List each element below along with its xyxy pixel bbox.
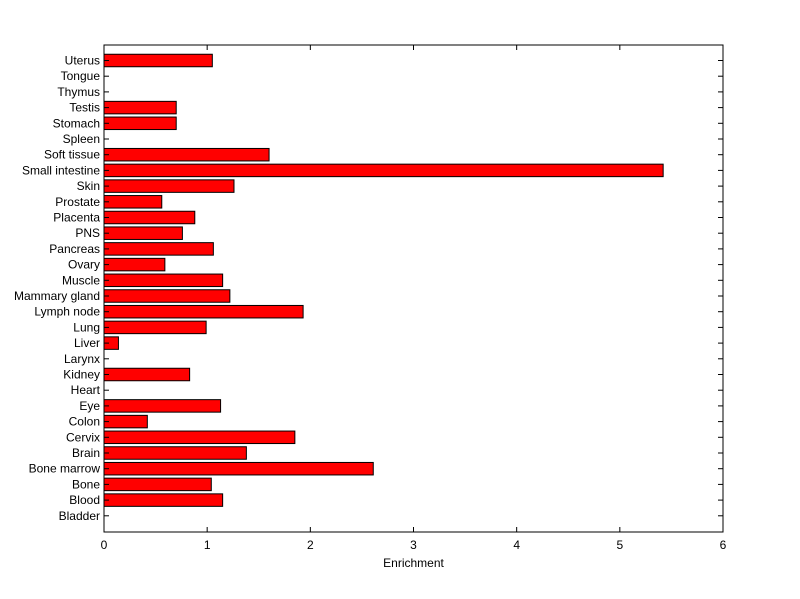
y-tick-label: Brain — [72, 446, 100, 460]
x-tick-label: 4 — [513, 538, 520, 552]
y-tick-label: Pancreas — [49, 242, 100, 256]
x-tick-label: 2 — [307, 538, 314, 552]
bar-pns — [103, 226, 183, 240]
x-tick-label: 0 — [101, 538, 108, 552]
bar-brain — [103, 446, 247, 460]
bar-kidney — [103, 367, 191, 382]
bar-prostate — [103, 195, 163, 209]
y-tick-label: Prostate — [55, 195, 100, 209]
bar-colon — [103, 414, 148, 429]
x-tick-label: 6 — [720, 538, 727, 552]
y-tick-label: Soft tissue — [44, 148, 100, 162]
y-tick-label: Tongue — [61, 69, 101, 83]
y-tick-label: PNS — [75, 226, 100, 240]
y-tick-label: Heart — [71, 383, 101, 397]
y-tick-label: Placenta — [53, 211, 100, 225]
bar-stomach — [103, 116, 177, 131]
x-tick-label: 1 — [204, 538, 211, 552]
bar-lymph-node — [103, 304, 304, 319]
x-tick-group: 0 1 2 3 4 5 6 — [101, 45, 727, 552]
y-tick-label: Blood — [69, 493, 100, 507]
plot-area — [103, 44, 724, 533]
bar-skin — [103, 179, 235, 193]
bar-lung — [103, 320, 207, 335]
bars-group — [103, 53, 664, 507]
y-tick-label: Bone — [72, 477, 100, 491]
bar-cervix — [103, 430, 296, 445]
bar-pancreas — [103, 242, 214, 256]
y-tick-label: Uterus — [65, 54, 100, 68]
y-tick-label: Bladder — [59, 509, 100, 523]
x-axis-label: Enrichment — [383, 556, 444, 570]
y-tick-label: Muscle — [62, 273, 100, 287]
bar-bone-marrow — [103, 461, 374, 476]
bar-muscle — [103, 273, 224, 288]
y-tick-label: Skin — [77, 179, 100, 193]
bar-testis — [103, 100, 177, 115]
y-tick-label: Mammary gland — [14, 289, 100, 303]
y-tick-label: Thymus — [57, 85, 100, 99]
bar-soft-tissue — [103, 147, 270, 162]
y-tick-label: Cervix — [66, 430, 100, 444]
y-tick-label: Stomach — [53, 116, 100, 130]
y-tick-label: Larynx — [64, 352, 100, 366]
y-tick-label: Testis — [69, 101, 100, 115]
y-tick-label: Spleen — [63, 132, 100, 146]
bar-blood — [103, 493, 224, 507]
y-tick-label: Kidney — [63, 368, 100, 382]
bar-mammary-gland — [103, 289, 231, 303]
x-tick-label: 3 — [410, 538, 417, 552]
bar-bone — [103, 477, 212, 492]
y-tick-label: Lung — [73, 320, 100, 334]
y-tick-label: Eye — [79, 399, 100, 413]
bar-ovary — [103, 257, 166, 272]
y-tick-label: Colon — [69, 415, 100, 429]
bar-placenta — [103, 210, 196, 225]
y-tick-label: Bone marrow — [29, 462, 101, 476]
bar-eye — [103, 399, 222, 413]
bar-uterus — [103, 53, 213, 68]
y-tick-label: Ovary — [68, 258, 100, 272]
y-tick-label: Liver — [74, 336, 100, 350]
x-tick-label: 5 — [616, 538, 623, 552]
y-tick-label: Lymph node — [34, 305, 100, 319]
bar-small-intestine — [103, 163, 664, 178]
y-tick-label: Small intestine — [22, 163, 100, 177]
